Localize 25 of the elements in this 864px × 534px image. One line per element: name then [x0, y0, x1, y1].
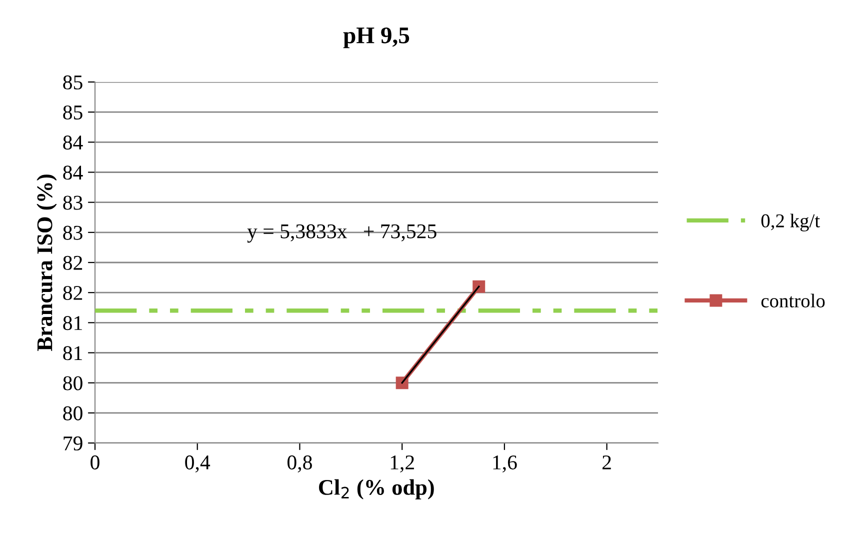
x-tick-label: 0: [90, 455, 100, 470]
y-tick-label: 83: [63, 226, 82, 240]
y-tick-label: 84: [63, 136, 83, 150]
y-tick-label: 80: [63, 406, 82, 420]
y-tick-label: 82: [63, 286, 82, 300]
x-tick-label: 2: [602, 455, 611, 470]
y-tick-label: 79: [64, 436, 82, 450]
y-tick-label: 80: [63, 376, 82, 390]
x-tick-label: 1,2: [390, 455, 414, 472]
legend-label: controlo: [761, 294, 825, 308]
y-tick-label: 85: [63, 75, 82, 90]
x-tick-label: 0,4: [185, 455, 210, 472]
x-tick-label: 0,8: [288, 455, 312, 472]
y-tick-label: 85: [63, 105, 82, 120]
chart-title: pH 9,5: [343, 27, 410, 48]
annotation: y = 5,3833x + 73,525: [247, 224, 436, 243]
y-tick-label: 81: [63, 316, 82, 330]
x-tick-label: 1,6: [493, 455, 517, 472]
legend-label: 0,2 kg/t: [761, 214, 820, 232]
x-axis-title: Cl$_{2}$ (% odp): [319, 479, 434, 500]
y-tick-label: 83: [63, 196, 82, 210]
y-axis-title: Brancura ISO (%): [36, 174, 57, 352]
y-tick-label: 84: [63, 166, 83, 180]
y-tick-label: 81: [63, 346, 82, 360]
y-tick-label: 82: [63, 256, 82, 270]
